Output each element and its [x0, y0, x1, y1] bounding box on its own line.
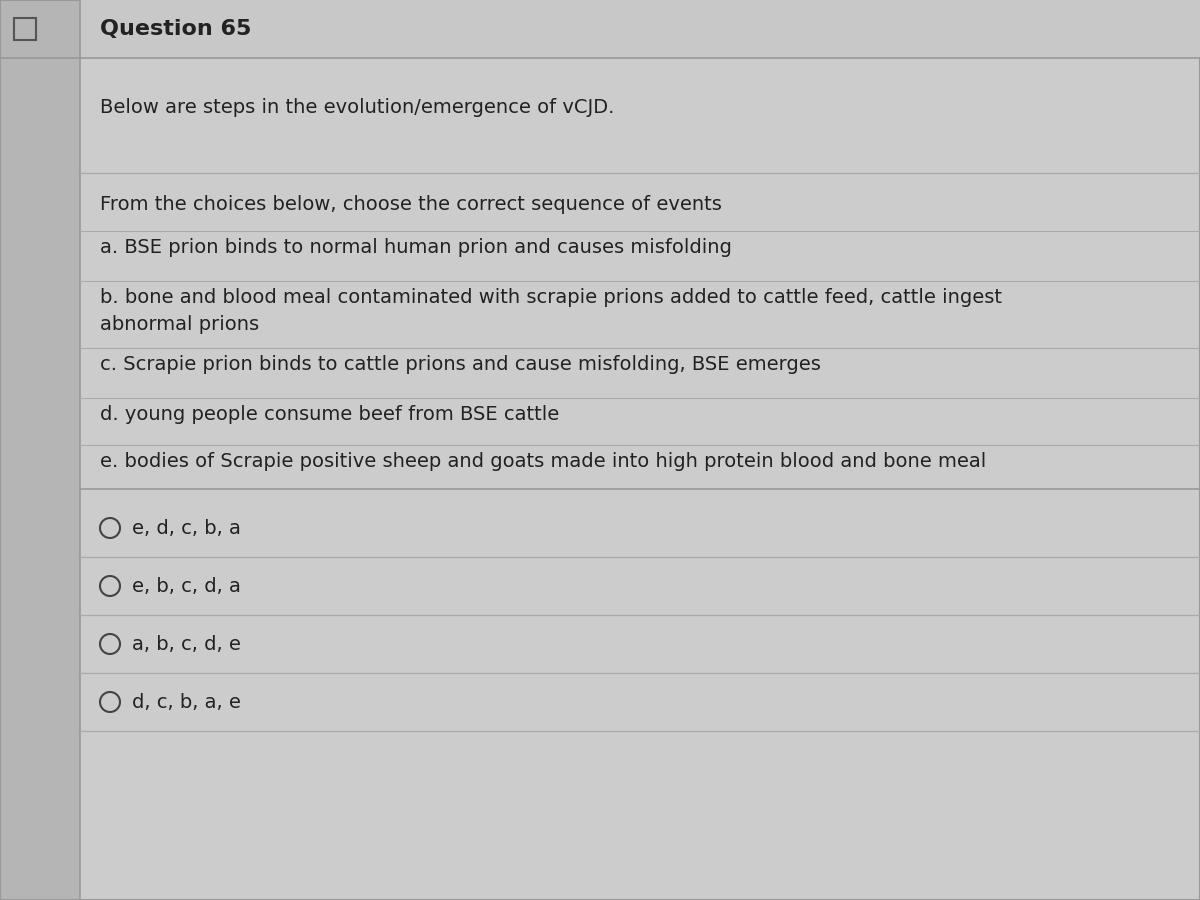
Text: a, b, c, d, e: a, b, c, d, e [132, 634, 241, 653]
Text: d. young people consume beef from BSE cattle: d. young people consume beef from BSE ca… [100, 405, 559, 424]
Text: Below are steps in the evolution/emergence of vCJD.: Below are steps in the evolution/emergen… [100, 98, 614, 117]
Text: e. bodies of Scrapie positive sheep and goats made into high protein blood and b: e. bodies of Scrapie positive sheep and … [100, 452, 986, 471]
Text: Question 65: Question 65 [100, 19, 251, 39]
Text: e, b, c, d, a: e, b, c, d, a [132, 577, 241, 596]
FancyBboxPatch shape [0, 0, 80, 900]
FancyBboxPatch shape [80, 0, 1200, 900]
Text: e, d, c, b, a: e, d, c, b, a [132, 518, 241, 537]
Text: b. bone and blood meal contaminated with scrapie prions added to cattle feed, ca: b. bone and blood meal contaminated with… [100, 288, 1002, 334]
Text: a. BSE prion binds to normal human prion and causes misfolding: a. BSE prion binds to normal human prion… [100, 238, 732, 257]
Text: d, c, b, a, e: d, c, b, a, e [132, 692, 241, 712]
Text: From the choices below, choose the correct sequence of events: From the choices below, choose the corre… [100, 195, 722, 214]
FancyBboxPatch shape [80, 0, 1200, 58]
Text: c. Scrapie prion binds to cattle prions and cause misfolding, BSE emerges: c. Scrapie prion binds to cattle prions … [100, 355, 821, 374]
